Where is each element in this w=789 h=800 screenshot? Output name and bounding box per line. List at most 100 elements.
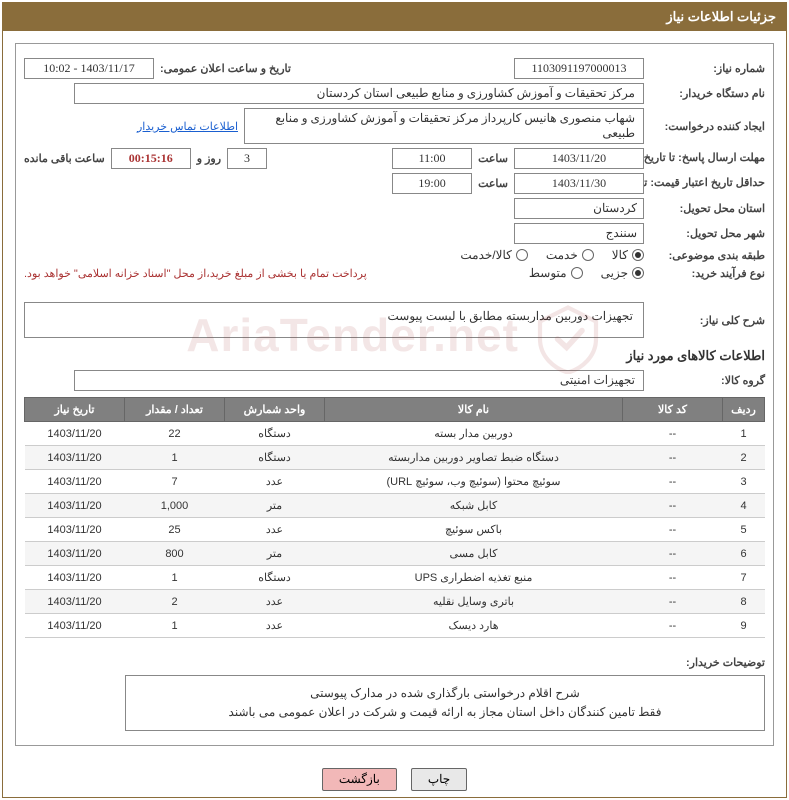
- time-label-1: ساعت: [478, 152, 508, 165]
- buyer-desc-line1: شرح اقلام درخواستی بارگذاری شده در مدارک…: [136, 684, 754, 703]
- radio-minor-label: جزیی: [601, 266, 628, 280]
- table-row: 9--هارد دیسکعدد11403/11/20: [25, 614, 765, 638]
- table-cell: 1: [125, 566, 225, 590]
- table-cell: --: [623, 518, 723, 542]
- radio-medium[interactable]: متوسط: [529, 266, 583, 280]
- reply-deadline-label: مهلت ارسال پاسخ: تا تاریخ:: [650, 152, 765, 165]
- radio-dot-icon: [632, 249, 644, 261]
- contact-link[interactable]: اطلاعات تماس خریدار: [137, 120, 238, 133]
- overview-field: تجهیزات دوربین مداربسته مطابق با لیست پی…: [24, 302, 644, 338]
- payment-note: پرداخت تمام یا بخشی از مبلغ خرید،از محل …: [24, 267, 367, 280]
- table-cell: دستگاه ضبط تصاویر دوربین مداربسته: [325, 446, 623, 470]
- days-and-label: روز و: [197, 152, 221, 165]
- table-cell: باتری وسایل نقلیه: [325, 590, 623, 614]
- main-panel: جزئیات اطلاعات نیاز AriaTender.net شماره…: [2, 2, 787, 798]
- footer-buttons: چاپ بازگشت: [3, 758, 786, 797]
- table-cell: --: [623, 470, 723, 494]
- category-radio-group: کالا خدمت کالا/خدمت: [460, 248, 644, 262]
- table-cell: دستگاه: [225, 446, 325, 470]
- table-cell: --: [623, 422, 723, 446]
- buyer-org-field: مرکز تحقیقات و آموزش کشاورزی و منابع طبی…: [74, 83, 644, 104]
- table-cell: باکس سوئیچ: [325, 518, 623, 542]
- group-field: تجهیزات امنیتی: [74, 370, 644, 391]
- goods-section-title: اطلاعات کالاهای مورد نیاز: [24, 348, 765, 364]
- valid-time-field: 19:00: [392, 173, 472, 194]
- back-button[interactable]: بازگشت: [322, 768, 397, 791]
- table-cell: 3: [723, 470, 765, 494]
- buyer-org-label: نام دستگاه خریدار:: [650, 87, 765, 100]
- buyer-desc-line2: فقط تامین کنندگان داخل استان مجاز به ارا…: [136, 703, 754, 722]
- goods-table: ردیف کد کالا نام کالا واحد شمارش تعداد /…: [24, 397, 765, 638]
- table-cell: 7: [723, 566, 765, 590]
- radio-both-label: کالا/خدمت: [460, 248, 511, 262]
- table-cell: --: [623, 494, 723, 518]
- province-label: استان محل تحویل:: [650, 202, 765, 215]
- content-area: AriaTender.net شماره نیاز: 1103091197000…: [15, 43, 774, 746]
- buyer-desc-label: توضیحات خریدار:: [650, 656, 765, 669]
- table-cell: 1403/11/20: [25, 446, 125, 470]
- countdown-days: 3: [227, 148, 267, 169]
- table-row: 8--باتری وسایل نقلیهعدد21403/11/20: [25, 590, 765, 614]
- radio-both[interactable]: کالا/خدمت: [460, 248, 527, 262]
- radio-dot-icon: [516, 249, 528, 261]
- table-cell: 1: [723, 422, 765, 446]
- city-field: سنندج: [514, 223, 644, 244]
- announce-field: 1403/11/17 - 10:02: [24, 58, 154, 79]
- th-qty: تعداد / مقدار: [125, 398, 225, 422]
- table-cell: 22: [125, 422, 225, 446]
- city-label: شهر محل تحویل:: [650, 227, 765, 240]
- table-cell: 8: [723, 590, 765, 614]
- table-cell: 4: [723, 494, 765, 518]
- radio-dot-icon: [582, 249, 594, 261]
- table-cell: 1403/11/20: [25, 494, 125, 518]
- table-header-row: ردیف کد کالا نام کالا واحد شمارش تعداد /…: [25, 398, 765, 422]
- table-cell: 9: [723, 614, 765, 638]
- reply-date-field: 1403/11/20: [514, 148, 644, 169]
- table-cell: 2: [723, 446, 765, 470]
- th-code: کد کالا: [623, 398, 723, 422]
- table-cell: عدد: [225, 470, 325, 494]
- buyer-desc-field: شرح اقلام درخواستی بارگذاری شده در مدارک…: [125, 675, 765, 731]
- radio-minor[interactable]: جزیی: [601, 266, 644, 280]
- valid-label: حداقل تاریخ اعتبار قیمت: تا تاریخ:: [650, 177, 765, 190]
- radio-service[interactable]: خدمت: [546, 248, 594, 262]
- remaining-label: ساعت باقی مانده: [24, 152, 105, 165]
- table-cell: سوئیچ محتوا (سوئیچ وب، سوئیچ URL): [325, 470, 623, 494]
- print-button[interactable]: چاپ: [411, 768, 467, 791]
- table-cell: 1403/11/20: [25, 422, 125, 446]
- reply-time-field: 11:00: [392, 148, 472, 169]
- table-row: 1--دوربین مدار بستهدستگاه221403/11/20: [25, 422, 765, 446]
- group-label: گروه کالا:: [650, 374, 765, 387]
- th-date: تاریخ نیاز: [25, 398, 125, 422]
- table-cell: 1403/11/20: [25, 518, 125, 542]
- table-cell: 1403/11/20: [25, 470, 125, 494]
- radio-goods[interactable]: کالا: [612, 248, 644, 262]
- table-cell: 800: [125, 542, 225, 566]
- table-cell: کابل مسی: [325, 542, 623, 566]
- table-cell: عدد: [225, 518, 325, 542]
- table-cell: متر: [225, 542, 325, 566]
- requester-field: شهاب منصوری هانیس کارپرداز مرکز تحقیقات …: [244, 108, 644, 144]
- need-no-field: 1103091197000013: [514, 58, 644, 79]
- table-cell: 7: [125, 470, 225, 494]
- purchase-type-radio-group: جزیی متوسط: [529, 266, 644, 280]
- table-cell: کابل شبکه: [325, 494, 623, 518]
- announce-label: تاریخ و ساعت اعلان عمومی:: [160, 62, 291, 75]
- table-cell: 1: [125, 614, 225, 638]
- table-row: 5--باکس سوئیچعدد251403/11/20: [25, 518, 765, 542]
- table-row: 4--کابل شبکهمتر1,0001403/11/20: [25, 494, 765, 518]
- table-cell: عدد: [225, 614, 325, 638]
- table-cell: 1: [125, 446, 225, 470]
- time-label-2: ساعت: [478, 177, 508, 190]
- table-cell: دستگاه: [225, 422, 325, 446]
- radio-medium-label: متوسط: [529, 266, 567, 280]
- purchase-type-label: نوع فرآیند خرید:: [650, 267, 765, 280]
- table-cell: 1403/11/20: [25, 590, 125, 614]
- table-cell: --: [623, 614, 723, 638]
- countdown-time: 00:15:16: [111, 148, 191, 169]
- table-row: 7--منبع تغذیه اضطراری UPSدستگاه11403/11/…: [25, 566, 765, 590]
- table-cell: 25: [125, 518, 225, 542]
- province-field: کردستان: [514, 198, 644, 219]
- table-cell: 1403/11/20: [25, 614, 125, 638]
- th-row: ردیف: [723, 398, 765, 422]
